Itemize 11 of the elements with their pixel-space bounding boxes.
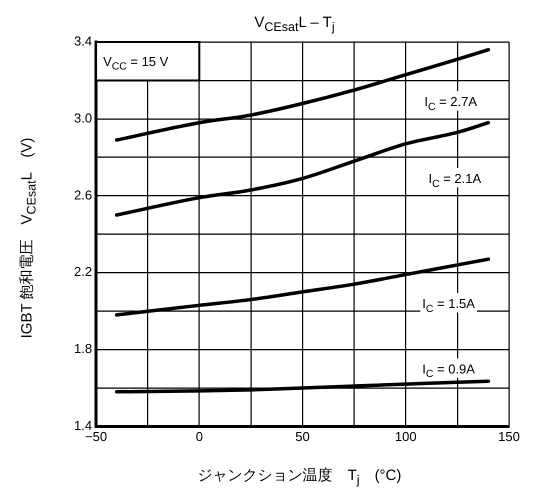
- text: ジャンクション温度 T$_{j}$ (°C): [198, 467, 402, 487]
- x-tick-label: 100: [394, 428, 417, 444]
- y-tick-label: 3.0: [74, 110, 92, 126]
- y-tick-label: 2.2: [74, 264, 92, 280]
- x-tick-label: 50: [295, 428, 310, 444]
- y-tick-label: 2.6: [74, 187, 92, 202]
- y-tick-label: 3.4: [74, 34, 92, 49]
- x-tick-label: 150: [498, 428, 520, 444]
- y-tick-label: 1.8: [74, 341, 92, 356]
- chart-title: V$_{CEsat}$L – T$_{j}$: [253, 14, 336, 34]
- x-tick-label: 0: [196, 428, 203, 444]
